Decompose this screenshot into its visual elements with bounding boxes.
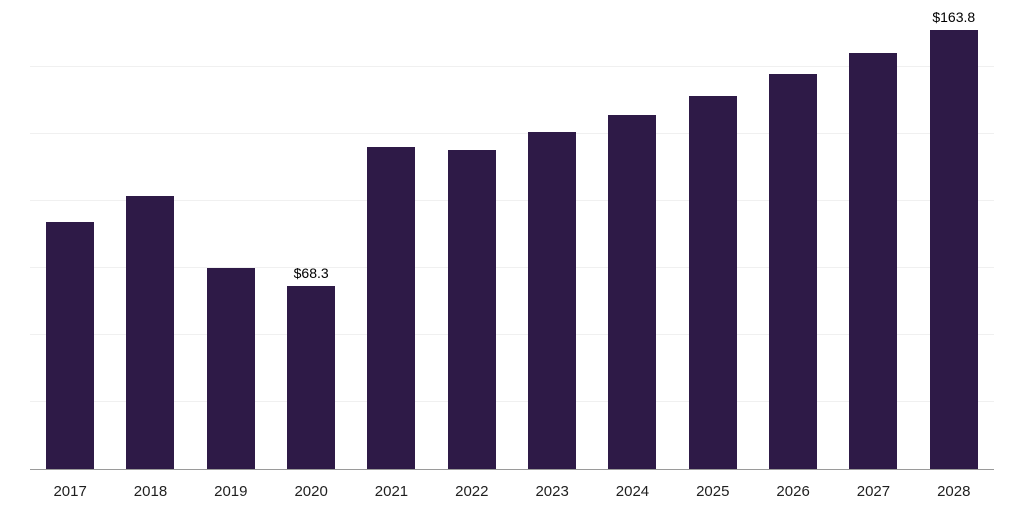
bar-2023 [528, 132, 577, 469]
bar-2020: $68.3 [287, 265, 336, 469]
x-axis-label-2017: 2017 [53, 482, 87, 500]
bar-2022 [447, 150, 496, 469]
bar-value-label-2028: $163.8 [932, 9, 976, 26]
bar-2021 [367, 147, 416, 469]
bar-2018 [126, 195, 175, 469]
bar-column-2022 [432, 0, 512, 469]
bar-column-2026 [753, 0, 833, 469]
bar-column-2018 [110, 0, 190, 469]
x-axis-label-2019: 2019 [214, 482, 248, 500]
x-axis-label-2021: 2021 [374, 482, 409, 500]
x-axis-label-2022: 2022 [455, 482, 489, 500]
x-axis-label-2020: 2020 [294, 482, 328, 500]
bar-column-2017 [30, 0, 110, 469]
bar-2026 [769, 73, 818, 469]
bar-column-2023 [512, 0, 592, 469]
bar-2019 [206, 268, 255, 469]
bar-2028: $163.8 [929, 9, 978, 469]
bar-column-2027 [833, 0, 913, 469]
bar-column-2020: $68.3 [271, 0, 351, 469]
plot-area: $68.3 $163.8 [30, 0, 994, 470]
x-axis-label-2026: 2026 [776, 482, 810, 500]
bar-column-2025 [673, 0, 753, 469]
bar-2017 [46, 221, 95, 469]
x-axis-label-2024: 2024 [615, 482, 650, 500]
x-axis-label-2018: 2018 [133, 482, 168, 500]
x-axis-label-2023: 2023 [535, 482, 569, 500]
x-axis-label-2025: 2025 [696, 482, 730, 500]
bar-column-2024 [592, 0, 672, 469]
bar-column-2019 [191, 0, 271, 469]
bar-value-label-2020: $68.3 [293, 264, 329, 281]
bar-column-2028: $163.8 [914, 0, 994, 469]
bar-2027 [849, 53, 898, 469]
x-axis-labels: 2017 2018 2019 2020 2021 2022 2023 2024 2025 2026… [30, 470, 994, 512]
x-axis-label-2027: 2027 [856, 482, 891, 500]
bar-column-2021 [351, 0, 431, 469]
bar-2025 [688, 95, 737, 469]
bar-2024 [608, 114, 657, 469]
x-axis-label-2028: 2028 [937, 482, 971, 500]
